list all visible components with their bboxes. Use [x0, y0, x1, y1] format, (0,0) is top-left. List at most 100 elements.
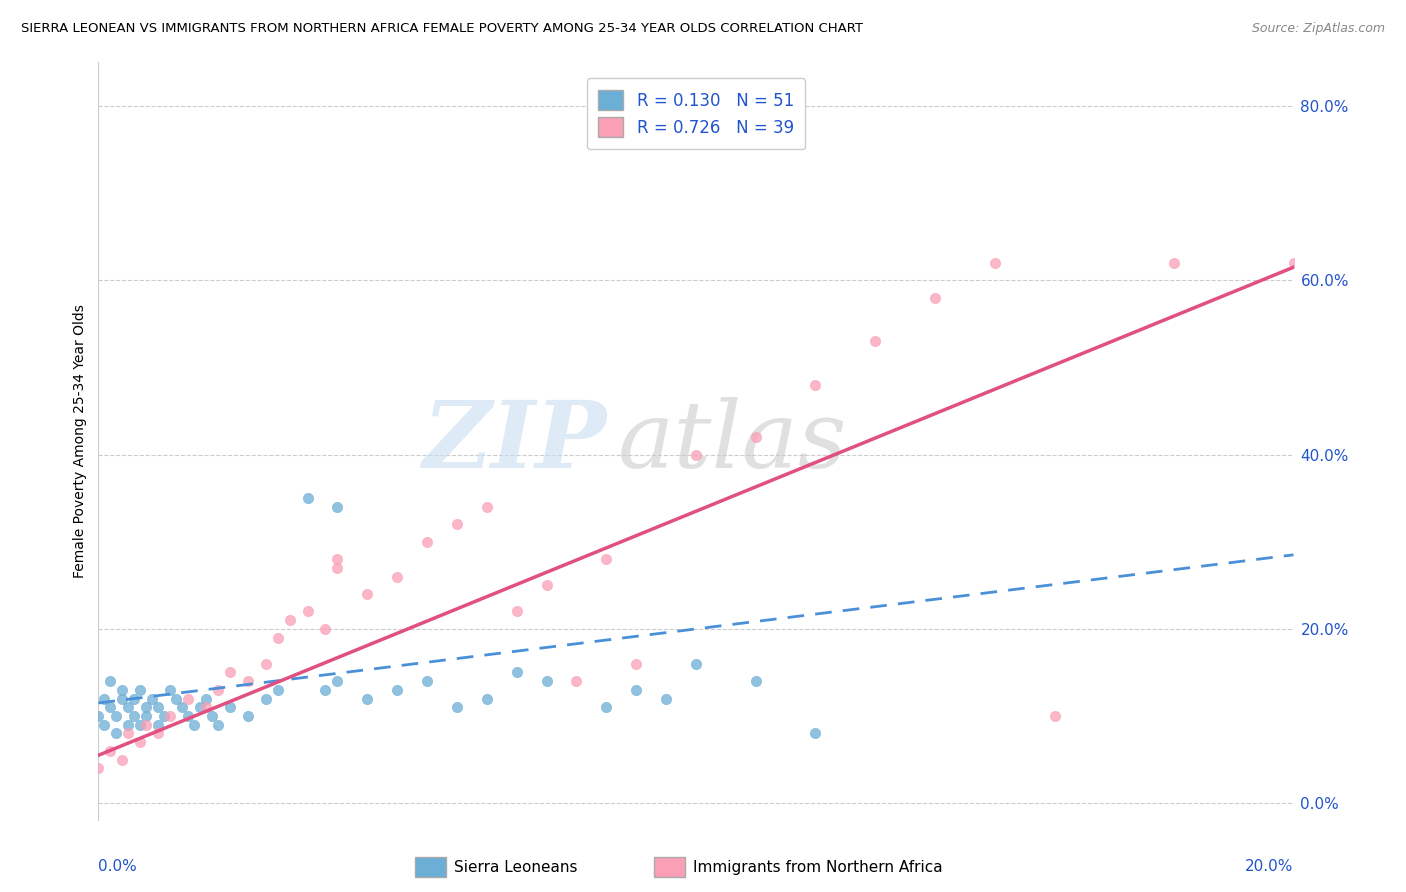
- Point: [924, 291, 946, 305]
- Point: [98, 674, 122, 689]
- Point: [177, 709, 200, 723]
- Text: ZIP: ZIP: [422, 397, 606, 486]
- Point: [595, 552, 617, 566]
- Point: [1043, 709, 1066, 723]
- Point: [148, 700, 170, 714]
- Point: [117, 700, 139, 714]
- Point: [1282, 256, 1305, 270]
- Point: [416, 674, 439, 689]
- Point: [219, 700, 242, 714]
- Point: [129, 682, 152, 697]
- Point: [385, 569, 409, 583]
- Point: [626, 657, 648, 671]
- Point: [195, 700, 218, 714]
- Point: [536, 674, 558, 689]
- Point: [565, 674, 588, 689]
- Point: [315, 682, 337, 697]
- Point: [148, 718, 170, 732]
- Point: [326, 500, 349, 514]
- Point: [745, 674, 768, 689]
- Point: [111, 753, 134, 767]
- Point: [207, 718, 229, 732]
- Point: [475, 691, 498, 706]
- Point: [98, 744, 122, 758]
- Point: [506, 605, 529, 619]
- Point: [93, 691, 115, 706]
- Point: [159, 682, 181, 697]
- Point: [87, 761, 110, 775]
- Point: [98, 700, 122, 714]
- Text: Sierra Leoneans: Sierra Leoneans: [454, 860, 578, 874]
- Point: [297, 491, 319, 506]
- Point: [129, 718, 152, 732]
- Point: [165, 691, 187, 706]
- Point: [188, 700, 211, 714]
- Text: 20.0%: 20.0%: [1246, 858, 1294, 873]
- Point: [685, 448, 707, 462]
- Point: [129, 735, 152, 749]
- Point: [111, 682, 134, 697]
- Point: [326, 552, 349, 566]
- Point: [865, 334, 887, 349]
- Point: [267, 682, 290, 697]
- Point: [87, 709, 110, 723]
- Text: 0.0%: 0.0%: [98, 858, 138, 873]
- Point: [159, 709, 181, 723]
- Point: [153, 709, 176, 723]
- Text: Source: ZipAtlas.com: Source: ZipAtlas.com: [1251, 22, 1385, 36]
- Point: [236, 674, 259, 689]
- Point: [172, 700, 194, 714]
- Point: [446, 700, 468, 714]
- Y-axis label: Female Poverty Among 25-34 Year Olds: Female Poverty Among 25-34 Year Olds: [73, 304, 87, 579]
- Point: [254, 691, 277, 706]
- Legend: R = 0.130   N = 51, R = 0.726   N = 39: R = 0.130 N = 51, R = 0.726 N = 39: [586, 78, 806, 149]
- Point: [207, 682, 229, 697]
- Point: [655, 691, 678, 706]
- Point: [267, 631, 290, 645]
- Text: atlas: atlas: [619, 397, 848, 486]
- Point: [356, 587, 378, 601]
- Point: [201, 709, 224, 723]
- Point: [124, 709, 146, 723]
- Point: [105, 709, 128, 723]
- Point: [745, 430, 768, 444]
- Point: [135, 718, 157, 732]
- Point: [446, 517, 468, 532]
- Point: [111, 691, 134, 706]
- Point: [254, 657, 277, 671]
- Point: [93, 718, 115, 732]
- Point: [135, 709, 157, 723]
- Point: [326, 674, 349, 689]
- Point: [278, 613, 301, 627]
- Point: [416, 534, 439, 549]
- Point: [117, 726, 139, 740]
- Point: [475, 500, 498, 514]
- Point: [124, 691, 146, 706]
- Text: Immigrants from Northern Africa: Immigrants from Northern Africa: [693, 860, 943, 874]
- Point: [984, 256, 1007, 270]
- Point: [315, 622, 337, 636]
- Point: [626, 682, 648, 697]
- Point: [685, 657, 707, 671]
- Text: SIERRA LEONEAN VS IMMIGRANTS FROM NORTHERN AFRICA FEMALE POVERTY AMONG 25-34 YEA: SIERRA LEONEAN VS IMMIGRANTS FROM NORTHE…: [21, 22, 863, 36]
- Point: [117, 718, 139, 732]
- Point: [356, 691, 378, 706]
- Point: [595, 700, 617, 714]
- Point: [148, 726, 170, 740]
- Point: [183, 718, 205, 732]
- Point: [141, 691, 163, 706]
- Point: [105, 726, 128, 740]
- Point: [297, 605, 319, 619]
- Point: [804, 377, 827, 392]
- Point: [1163, 256, 1185, 270]
- Point: [326, 561, 349, 575]
- Point: [506, 665, 529, 680]
- Point: [195, 691, 218, 706]
- Point: [236, 709, 259, 723]
- Point: [177, 691, 200, 706]
- Point: [135, 700, 157, 714]
- Point: [385, 682, 409, 697]
- Point: [536, 578, 558, 592]
- Point: [804, 726, 827, 740]
- Point: [219, 665, 242, 680]
